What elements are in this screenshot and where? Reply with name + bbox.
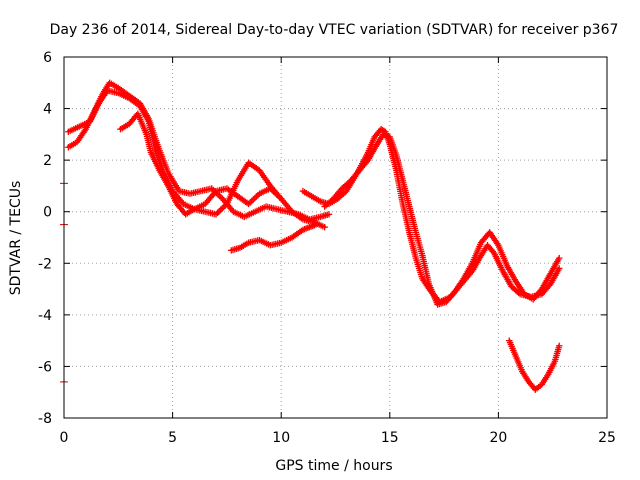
chart-title: Day 236 of 2014, Sidereal Day-to-day VTE…	[50, 22, 619, 38]
data-point	[556, 342, 563, 349]
plot-frame	[63, 56, 608, 419]
data-point	[251, 194, 259, 202]
data-point	[325, 211, 333, 218]
x-tick-label: 5	[168, 430, 177, 446]
x-tick-label: 20	[489, 430, 507, 446]
x-tick-label: 25	[598, 430, 616, 446]
series-track-4	[228, 221, 320, 254]
data-point	[219, 205, 226, 212]
x-tick-label: 0	[60, 430, 69, 446]
series-track-6	[321, 131, 563, 308]
data-point	[250, 196, 257, 203]
data-point	[253, 193, 260, 200]
x-tick-label: 15	[381, 430, 399, 446]
data-point	[246, 199, 254, 206]
y-tick-label: 0	[43, 205, 52, 221]
axes: 0 5 10 15 20 25 -8 -6 -4 -2 0 2 4 6	[38, 50, 616, 446]
data-point	[321, 223, 328, 231]
data-series	[65, 79, 563, 393]
y-tick-label: 2	[43, 153, 52, 169]
x-axis-label: GPS time / hours	[275, 458, 392, 474]
y-tick-label: -4	[38, 308, 52, 324]
data-point	[214, 209, 221, 217]
y-tick-label: -6	[38, 359, 52, 375]
series-track-5	[299, 126, 563, 306]
series-track-7	[506, 337, 563, 393]
data-point	[217, 194, 225, 201]
y-axis-label: SDTVAR / TECUs	[8, 181, 24, 296]
y-tick-label: 6	[43, 50, 52, 66]
x-tick-label: 10	[272, 430, 290, 446]
data-point	[312, 221, 320, 228]
data-point	[217, 206, 224, 214]
y-tick-label: -2	[38, 256, 52, 272]
y-tick-label: 4	[43, 102, 52, 118]
series-track-1	[65, 79, 333, 223]
data-point	[556, 254, 563, 262]
y-tick-label: -8	[38, 411, 52, 427]
grid	[64, 57, 607, 418]
data-point	[556, 265, 563, 272]
series-track-3	[117, 110, 328, 231]
